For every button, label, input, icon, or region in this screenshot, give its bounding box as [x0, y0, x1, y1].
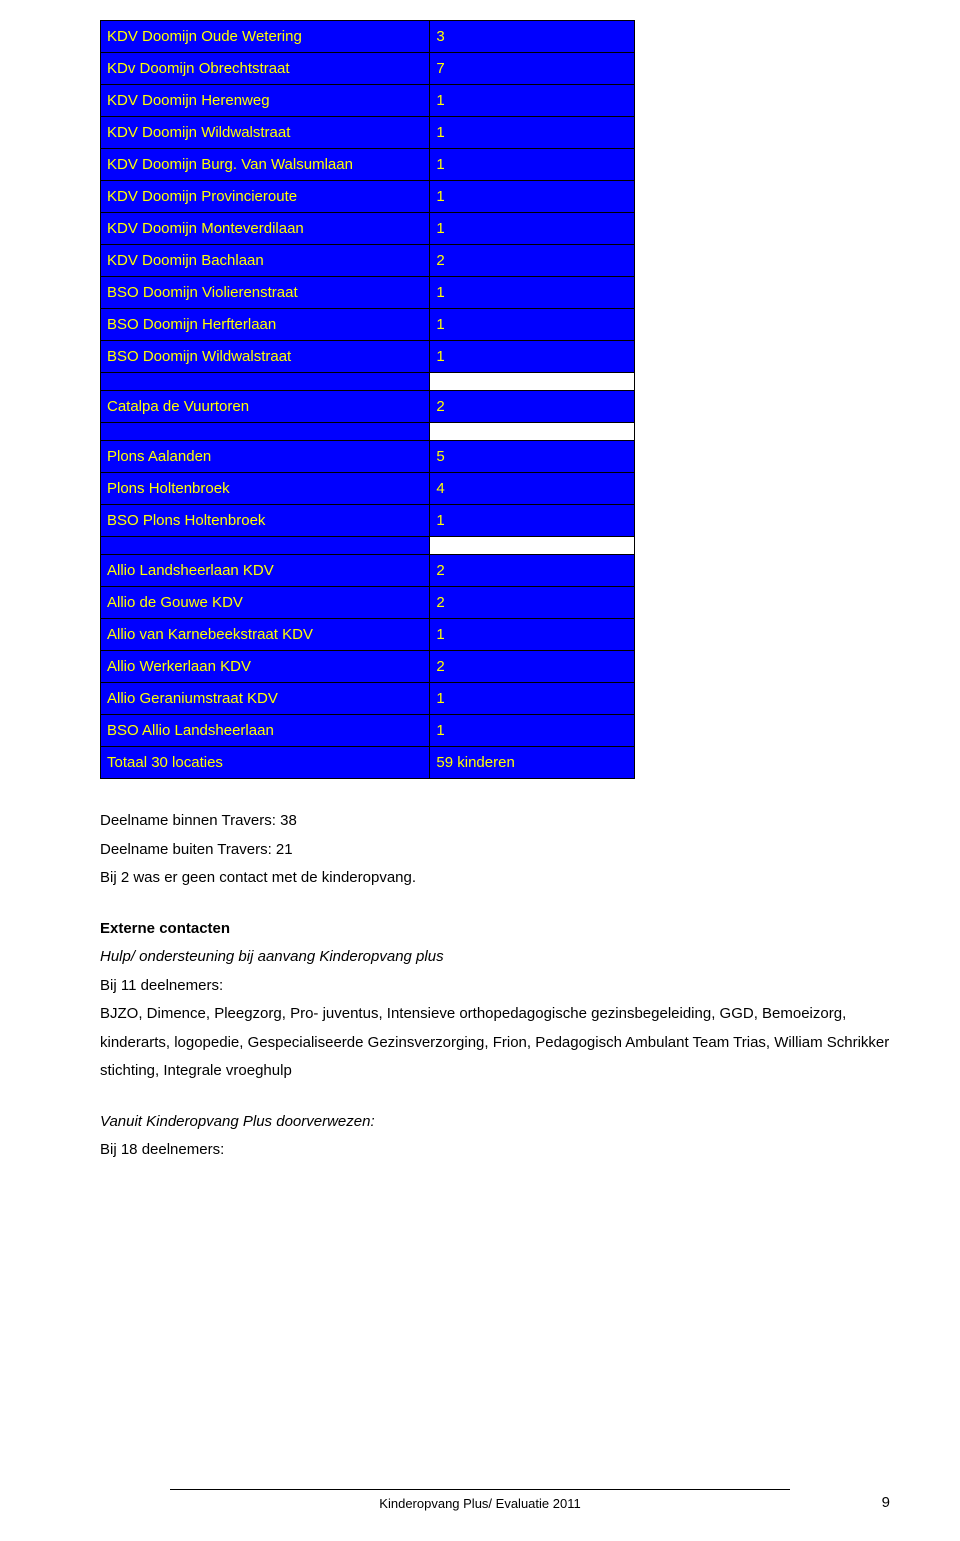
location-value: 1: [430, 341, 635, 373]
organizations-list: BJZO, Dimence, Pleegzorg, Pro- juventus,…: [100, 1000, 900, 1086]
table-row: BSO Doomijn Herfterlaan1: [101, 309, 635, 341]
referred-heading: Vanuit Kinderopvang Plus doorverwezen:: [100, 1108, 900, 1137]
location-value: 3: [430, 21, 635, 53]
location-name: KDV Doomijn Bachlaan: [101, 245, 430, 277]
location-value: 2: [430, 391, 635, 423]
location-name: Allio van Karnebeekstraat KDV: [101, 619, 430, 651]
location-name: KDV Doomijn Herenweg: [101, 85, 430, 117]
location-value: 59 kinderen: [430, 747, 635, 779]
location-name: Allio de Gouwe KDV: [101, 587, 430, 619]
location-value: 2: [430, 245, 635, 277]
table-row: BSO Plons Holtenbroek1: [101, 505, 635, 537]
table-row: KDV Doomijn Monteverdilaan1: [101, 213, 635, 245]
table-row: KDV Doomijn Bachlaan2: [101, 245, 635, 277]
table-row: Allio van Karnebeekstraat KDV1: [101, 619, 635, 651]
table-row: BSO Allio Landsheerlaan1: [101, 715, 635, 747]
location-value: 1: [430, 149, 635, 181]
location-value: 1: [430, 619, 635, 651]
table-row: Allio de Gouwe KDV2: [101, 587, 635, 619]
location-value: 4: [430, 473, 635, 505]
location-name: KDV Doomijn Oude Wetering: [101, 21, 430, 53]
location-name: Plons Holtenbroek: [101, 473, 430, 505]
participation-out: Deelname buiten Travers: 21: [100, 836, 900, 865]
location-value: 2: [430, 555, 635, 587]
table-row: Plons Aalanden5: [101, 441, 635, 473]
location-name: Allio Geraniumstraat KDV: [101, 683, 430, 715]
location-name: BSO Plons Holtenbroek: [101, 505, 430, 537]
location-name: KDV Doomijn Burg. Van Walsumlaan: [101, 149, 430, 181]
location-value: 1: [430, 117, 635, 149]
eighteen-participants: Bij 18 deelnemers:: [100, 1136, 900, 1165]
location-value: 1: [430, 85, 635, 117]
body-text: Deelname binnen Travers: 38 Deelname bui…: [100, 807, 900, 1165]
support-start-heading: Hulp/ ondersteuning bij aanvang Kinderop…: [100, 943, 900, 972]
eleven-participants: Bij 11 deelnemers:: [100, 972, 900, 1001]
location-value: 1: [430, 309, 635, 341]
table-row: Plons Holtenbroek4: [101, 473, 635, 505]
table-row: Allio Werkerlaan KDV2: [101, 651, 635, 683]
participation-in: Deelname binnen Travers: 38: [100, 807, 900, 836]
location-value: 1: [430, 715, 635, 747]
table-row: KDV Doomijn Wildwalstraat1: [101, 117, 635, 149]
table-row: KDv Doomijn Obrechtstraat7: [101, 53, 635, 85]
location-value: 7: [430, 53, 635, 85]
table-row: Allio Landsheerlaan KDV2: [101, 555, 635, 587]
location-name: KDv Doomijn Obrechtstraat: [101, 53, 430, 85]
no-contact: Bij 2 was er geen contact met de kindero…: [100, 864, 900, 893]
location-value: 1: [430, 277, 635, 309]
location-name: KDV Doomijn Monteverdilaan: [101, 213, 430, 245]
table-row: KDV Doomijn Herenweg1: [101, 85, 635, 117]
location-name: BSO Doomijn Violierenstraat: [101, 277, 430, 309]
footer: Kinderopvang Plus/ Evaluatie 2011: [0, 1489, 960, 1511]
location-value: 1: [430, 181, 635, 213]
location-value: 1: [430, 683, 635, 715]
footer-text: Kinderopvang Plus/ Evaluatie 2011: [379, 1496, 580, 1511]
location-name: BSO Allio Landsheerlaan: [101, 715, 430, 747]
location-name: Allio Werkerlaan KDV: [101, 651, 430, 683]
location-name: KDV Doomijn Wildwalstraat: [101, 117, 430, 149]
location-value: 1: [430, 505, 635, 537]
table-row: KDV Doomijn Provincieroute1: [101, 181, 635, 213]
table-row: Catalpa de Vuurtoren2: [101, 391, 635, 423]
location-name: KDV Doomijn Provincieroute: [101, 181, 430, 213]
page-number: 9: [882, 1494, 890, 1511]
spacer-row: [101, 423, 635, 441]
location-name: BSO Doomijn Wildwalstraat: [101, 341, 430, 373]
table-row: KDV Doomijn Burg. Van Walsumlaan1: [101, 149, 635, 181]
table-row: Allio Geraniumstraat KDV1: [101, 683, 635, 715]
spacer-row: [101, 537, 635, 555]
spacer-row: [101, 373, 635, 391]
location-name: Totaal 30 locaties: [101, 747, 430, 779]
location-name: Allio Landsheerlaan KDV: [101, 555, 430, 587]
location-name: BSO Doomijn Herfterlaan: [101, 309, 430, 341]
table-row: BSO Doomijn Violierenstraat1: [101, 277, 635, 309]
table-row: KDV Doomijn Oude Wetering3: [101, 21, 635, 53]
location-value: 2: [430, 587, 635, 619]
location-value: 1: [430, 213, 635, 245]
locations-table: KDV Doomijn Oude Wetering3KDv Doomijn Ob…: [100, 20, 635, 779]
external-contacts-heading: Externe contacten: [100, 915, 900, 944]
location-name: Plons Aalanden: [101, 441, 430, 473]
location-value: 5: [430, 441, 635, 473]
location-name: Catalpa de Vuurtoren: [101, 391, 430, 423]
table-row: BSO Doomijn Wildwalstraat1: [101, 341, 635, 373]
table-row: Totaal 30 locaties59 kinderen: [101, 747, 635, 779]
location-value: 2: [430, 651, 635, 683]
